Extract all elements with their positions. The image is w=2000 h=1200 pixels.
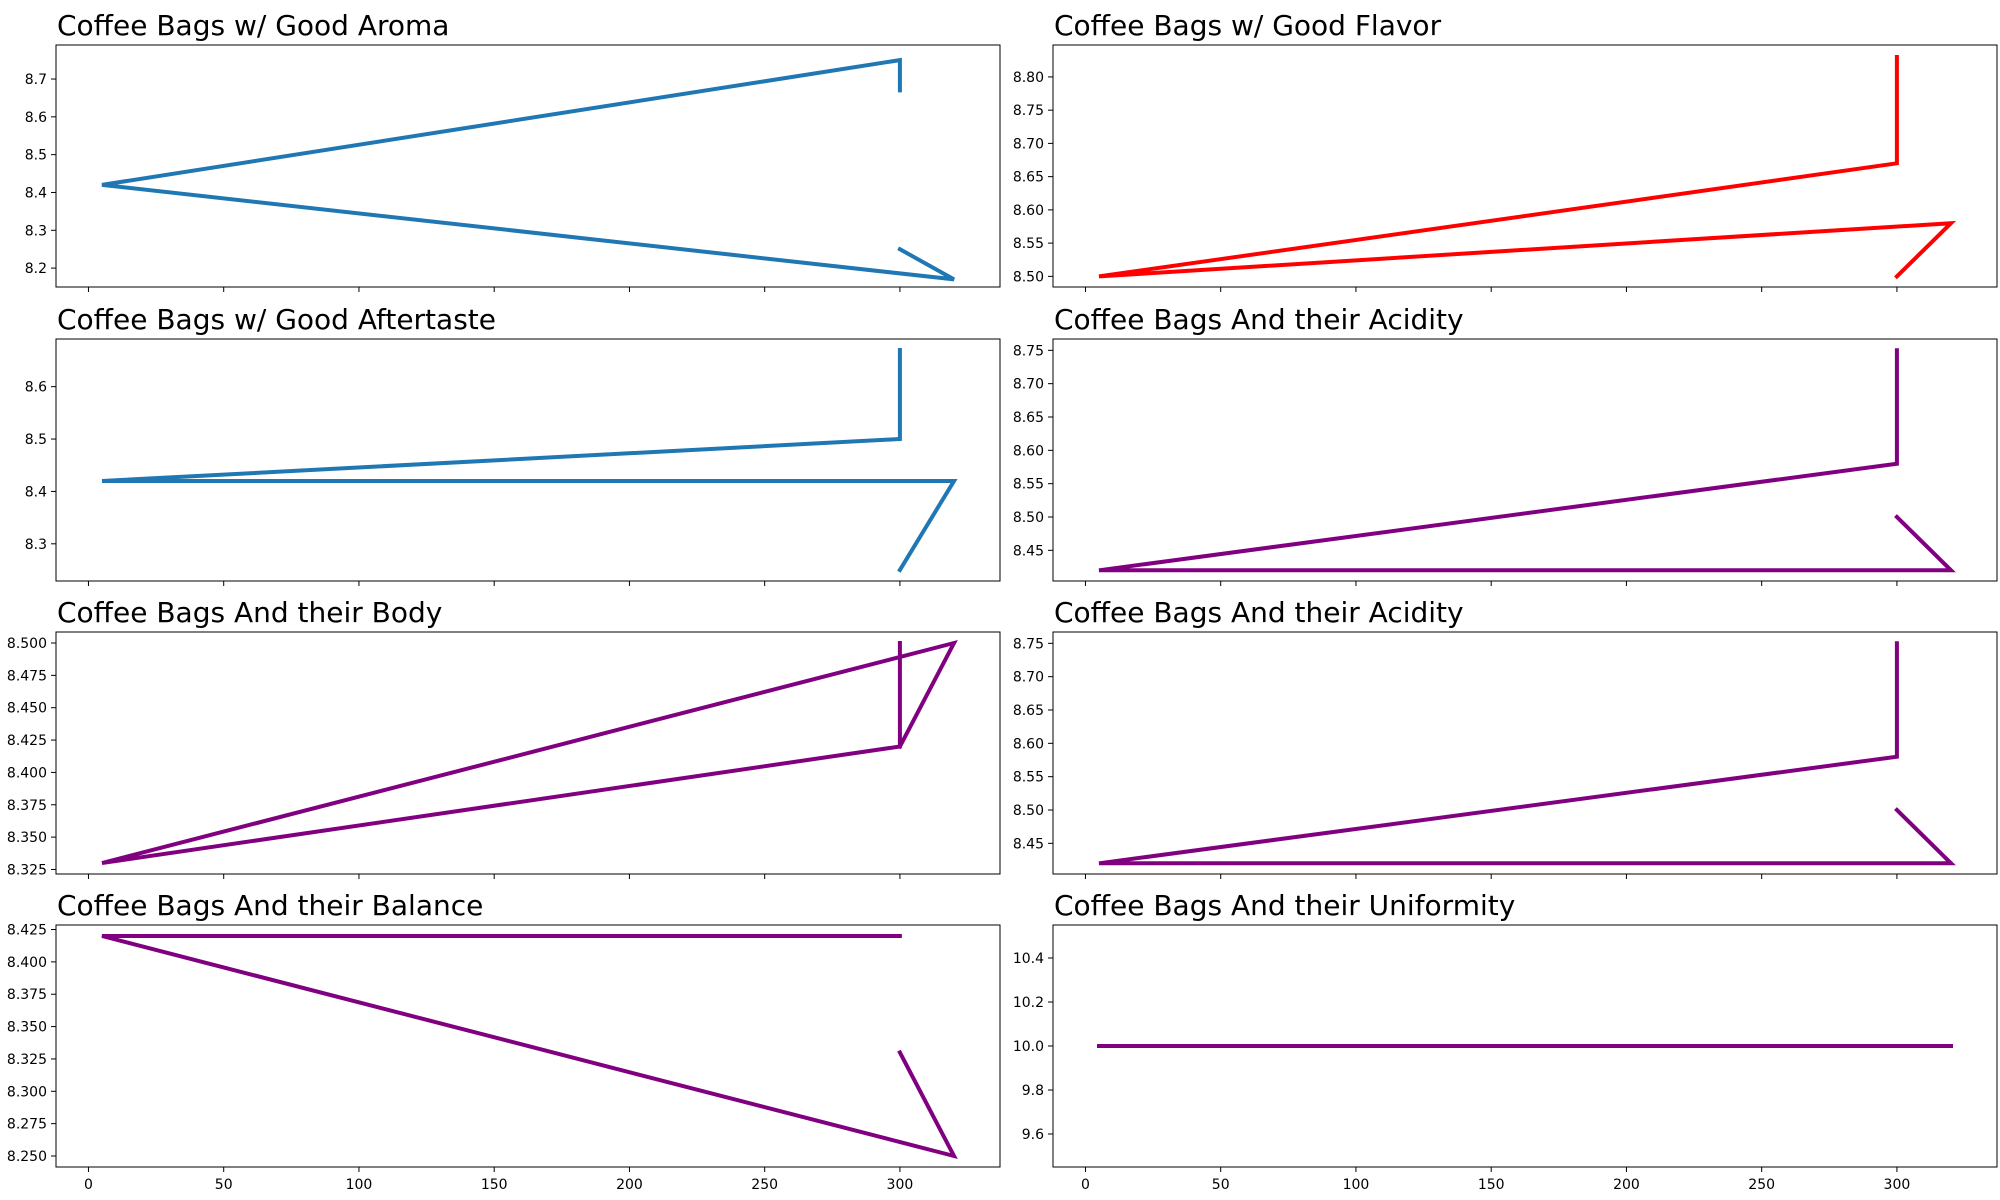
chart-title: Coffee Bags And their Acidity: [1054, 303, 1464, 336]
chart-panel-6: Coffee Bags And their Acidity 8.45 8.50 8.5…: [1013, 596, 1998, 879]
axes-frame: [55, 338, 1001, 582]
y-tick-label: 8.375: [7, 987, 47, 1003]
series-line: [1098, 55, 1957, 280]
y-tick-label: 8.300: [7, 1084, 47, 1100]
y-tick-label: 8.55: [1013, 477, 1044, 493]
y-tick-label: 8.5: [25, 148, 47, 164]
axes-frame: [55, 44, 1001, 288]
x-tick-label: 150: [1478, 1177, 1505, 1193]
y-tick-label: 8.60: [1013, 736, 1044, 752]
series-line: [101, 934, 958, 1160]
y-tick-label: 8.6: [25, 380, 47, 396]
y-tick-label: 8.350: [7, 1020, 47, 1036]
axes-frame: [55, 631, 1001, 875]
x-tick-label: 250: [1748, 1177, 1775, 1193]
chart-title: Coffee Bags w/ Good Aroma: [57, 9, 449, 42]
y-tick-label: 8.350: [7, 830, 47, 846]
chart-panel-8: Coffee Bags And their Uniformity 9.6 9.8 10…: [1013, 889, 1998, 1193]
series-line: [101, 639, 958, 865]
y-tick-label: 8.75: [1013, 343, 1044, 359]
y-tick-label: 8.70: [1013, 377, 1044, 393]
axes-frame: [1052, 631, 1998, 875]
y-tick-label: 8.6: [25, 110, 47, 126]
y-tick-label: 8.70: [1013, 670, 1044, 686]
y-tick-label: 8.4: [25, 185, 47, 201]
y-tick-label: 8.55: [1013, 770, 1044, 786]
x-tick-label: 0: [84, 1177, 93, 1193]
axes-frame: [1052, 338, 1998, 582]
chart-panel-7: Coffee Bags And their Balance 8.250 8.275 8…: [7, 889, 1001, 1193]
y-tick-label: 8.65: [1013, 703, 1044, 719]
y-tick-label: 8.4: [25, 484, 47, 500]
y-tick-label: 9.6: [1022, 1127, 1044, 1143]
y-tick-label: 10.2: [1013, 995, 1044, 1011]
y-tick-label: 8.45: [1013, 543, 1044, 559]
y-tick-label: 8.425: [7, 923, 47, 939]
y-tick-label: 8.60: [1013, 203, 1044, 219]
y-tick-label: 8.3: [25, 223, 47, 239]
y-tick-label: 8.500: [7, 636, 47, 652]
y-tick-label: 8.400: [7, 765, 47, 781]
y-tick-label: 8.250: [7, 1149, 47, 1165]
chart-title: Coffee Bags And their Body: [57, 596, 442, 629]
y-tick-label: 8.375: [7, 798, 47, 814]
series-line: [1098, 348, 1956, 573]
y-tick-label: 8.425: [7, 733, 47, 749]
y-tick-label: 8.45: [1013, 836, 1044, 852]
y-tick-label: 8.475: [7, 668, 47, 684]
y-tick-label: 8.325: [7, 862, 47, 878]
chart-title: Coffee Bags w/ Good Aftertaste: [57, 303, 496, 336]
x-tick-label: 200: [1613, 1177, 1640, 1193]
y-tick-label: 8.50: [1013, 803, 1044, 819]
y-tick-label: 8.50: [1013, 510, 1044, 526]
chart-title: Coffee Bags And their Acidity: [1054, 596, 1464, 629]
y-tick-label: 9.8: [1022, 1083, 1044, 1099]
y-tick-label: 10.4: [1013, 951, 1044, 967]
chart-panel-2: Coffee Bags w/ Good Flavor 8.50 8.55 8.60 8.…: [1013, 9, 1998, 292]
x-tick-label: 200: [616, 1177, 643, 1193]
x-tick-label: 300: [1884, 1177, 1911, 1193]
axes-frame: [1052, 44, 1998, 288]
y-tick-label: 8.7: [25, 72, 47, 88]
series-line: [1098, 641, 1956, 866]
y-tick-label: 8.325: [7, 1052, 47, 1068]
x-tick-label: 300: [887, 1177, 914, 1193]
y-tick-label: 8.55: [1013, 236, 1044, 252]
y-tick-label: 8.75: [1013, 103, 1044, 119]
chart-panel-3: Coffee Bags w/ Good Aftertaste 8.3 8.4 8.5 8…: [25, 303, 1001, 586]
y-tick-label: 8.80: [1013, 70, 1044, 86]
y-tick-label: 8.70: [1013, 136, 1044, 152]
y-tick-label: 8.400: [7, 955, 47, 971]
y-tick-label: 8.50: [1013, 269, 1044, 285]
x-tick-label: 100: [346, 1177, 373, 1193]
chart-panel-5: Coffee Bags And their Body 8.325 8.350 8.37…: [7, 596, 1001, 879]
x-tick-label: 250: [751, 1177, 778, 1193]
x-tick-label: 50: [1212, 1177, 1230, 1193]
y-tick-label: 8.65: [1013, 410, 1044, 426]
chart-panel-4: Coffee Bags And their Acidity 8.45 8.50 8.5…: [1013, 303, 1998, 586]
y-tick-label: 8.75: [1013, 636, 1044, 652]
y-tick-label: 8.450: [7, 701, 47, 717]
x-tick-label: 150: [481, 1177, 508, 1193]
chart-title: Coffee Bags And their Balance: [57, 889, 483, 922]
y-tick-label: 8.60: [1013, 443, 1044, 459]
y-tick-label: 8.2: [25, 261, 47, 277]
axes-frame: [55, 924, 1001, 1168]
chart-title: Coffee Bags w/ Good Flavor: [1054, 9, 1442, 42]
chart-title: Coffee Bags And their Uniformity: [1054, 889, 1515, 922]
series-line: [101, 348, 958, 573]
series-line: [101, 57, 955, 282]
y-tick-label: 8.3: [25, 537, 47, 553]
y-tick-label: 8.5: [25, 432, 47, 448]
y-tick-label: 10.0: [1013, 1039, 1044, 1055]
y-tick-label: 8.275: [7, 1117, 47, 1133]
x-tick-label: 50: [215, 1177, 233, 1193]
x-tick-label: 100: [1343, 1177, 1370, 1193]
x-tick-label: 0: [1081, 1177, 1090, 1193]
y-tick-label: 8.65: [1013, 170, 1044, 186]
chart-panel-1: Coffee Bags w/ Good Aroma 8.2 8.3 8.4 8.5 8.6…: [25, 9, 1001, 292]
